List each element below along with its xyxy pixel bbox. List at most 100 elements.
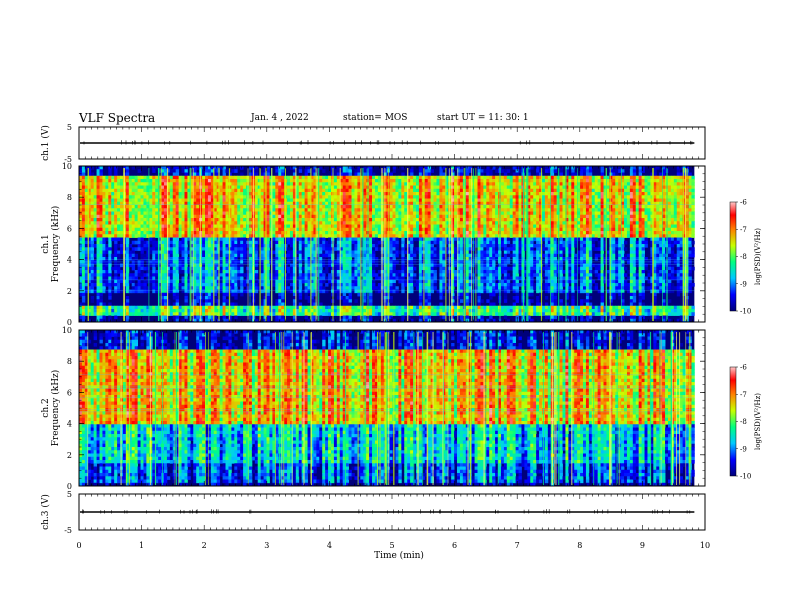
psd-cell bbox=[374, 221, 379, 225]
psd-cell bbox=[96, 185, 100, 190]
psd-cell bbox=[134, 286, 139, 290]
psd-cell bbox=[319, 283, 323, 287]
psd-cell bbox=[199, 247, 203, 251]
psd-cell bbox=[366, 166, 370, 170]
psd-cell bbox=[307, 273, 311, 277]
psd-cell bbox=[325, 185, 329, 190]
psd-cell bbox=[125, 227, 130, 232]
psd-cell bbox=[266, 231, 270, 235]
psd-cell bbox=[304, 214, 308, 219]
psd-cell bbox=[292, 166, 297, 170]
psd-cell bbox=[383, 172, 388, 177]
psd-cell bbox=[243, 205, 247, 209]
psd-cell bbox=[360, 253, 364, 258]
psd-cell bbox=[272, 179, 276, 183]
psd-cell bbox=[161, 240, 165, 245]
psd-cell bbox=[307, 166, 311, 170]
psd-cell bbox=[231, 211, 235, 216]
psd-cell bbox=[257, 195, 262, 199]
psd-cell bbox=[310, 185, 314, 190]
psd-cell bbox=[187, 214, 191, 219]
psd-cell bbox=[166, 227, 171, 232]
psd-cell bbox=[248, 283, 253, 287]
psd-cell bbox=[120, 211, 124, 216]
psd-cell bbox=[202, 214, 206, 219]
psd-cell bbox=[234, 270, 238, 274]
psd-cell bbox=[166, 286, 171, 290]
psd-cell bbox=[128, 211, 133, 216]
psd-cell bbox=[328, 279, 332, 284]
psd-cell bbox=[199, 292, 203, 297]
psd-cell bbox=[374, 198, 379, 203]
psd-cell bbox=[369, 192, 373, 196]
psd-cell bbox=[248, 257, 253, 261]
psd-cell bbox=[287, 289, 291, 294]
psd-cell bbox=[143, 312, 147, 316]
psd-cell bbox=[410, 279, 414, 284]
psd-cell bbox=[79, 244, 83, 248]
psd-cell bbox=[90, 279, 95, 284]
psd-cell bbox=[196, 257, 200, 261]
psd-cell bbox=[120, 208, 124, 212]
psd-cell bbox=[96, 201, 100, 206]
psd-cell bbox=[263, 205, 267, 209]
psd-cell bbox=[342, 240, 347, 245]
psd-cell bbox=[79, 182, 83, 186]
psd-cell bbox=[287, 192, 291, 196]
psd-cell bbox=[105, 231, 109, 235]
psd-cell bbox=[410, 172, 414, 177]
psd-cell bbox=[354, 270, 358, 274]
psd-cell bbox=[81, 250, 86, 255]
psd-cell bbox=[348, 244, 352, 248]
psd-cell bbox=[196, 227, 200, 232]
psd-cell bbox=[219, 257, 223, 261]
psd-cell bbox=[99, 247, 103, 251]
psd-cell bbox=[140, 240, 144, 245]
psd-cell bbox=[125, 198, 130, 203]
psd-cell bbox=[319, 182, 323, 186]
psd-cell bbox=[131, 192, 136, 196]
psd-cell bbox=[395, 286, 399, 290]
psd-cell bbox=[187, 218, 191, 222]
psd-cell bbox=[266, 309, 270, 313]
psd-cell bbox=[96, 166, 100, 170]
psd-cell bbox=[237, 201, 241, 206]
psd-cell bbox=[222, 315, 226, 320]
psd-cell bbox=[345, 247, 349, 251]
psd-cell bbox=[125, 250, 130, 255]
psd-cell bbox=[354, 244, 358, 248]
psd-cell bbox=[181, 244, 185, 248]
psd-cell bbox=[345, 179, 349, 183]
psd-cell bbox=[187, 237, 191, 242]
psd-cell bbox=[369, 312, 373, 316]
psd-cell bbox=[149, 273, 153, 277]
psd-cell bbox=[301, 231, 306, 235]
spectrogram-column bbox=[351, 166, 355, 316]
psd-cell bbox=[140, 270, 144, 274]
psd-cell bbox=[328, 231, 332, 235]
psd-cell bbox=[108, 224, 112, 229]
psd-cell bbox=[260, 227, 265, 232]
psd-cell bbox=[111, 221, 115, 225]
psd-cell bbox=[407, 247, 411, 251]
psd-cell bbox=[307, 240, 311, 245]
psd-cell bbox=[193, 263, 197, 268]
psd-cell bbox=[140, 195, 144, 199]
psd-cell bbox=[213, 237, 218, 242]
psd-cell bbox=[407, 227, 411, 232]
psd-cell bbox=[146, 221, 150, 225]
spectrogram-column bbox=[202, 169, 206, 316]
psd-cell bbox=[298, 289, 303, 294]
psd-cell bbox=[207, 257, 212, 261]
psd-cell bbox=[369, 208, 373, 212]
psd-cell bbox=[369, 318, 373, 323]
psd-cell bbox=[128, 305, 133, 310]
psd-cell bbox=[407, 188, 411, 193]
psd-cell bbox=[254, 218, 259, 222]
psd-cell bbox=[307, 175, 311, 180]
psd-cell bbox=[333, 279, 338, 284]
psd-cell bbox=[275, 253, 279, 258]
psd-cell bbox=[202, 266, 206, 271]
psd-cell bbox=[272, 205, 276, 209]
psd-cell bbox=[199, 188, 203, 193]
